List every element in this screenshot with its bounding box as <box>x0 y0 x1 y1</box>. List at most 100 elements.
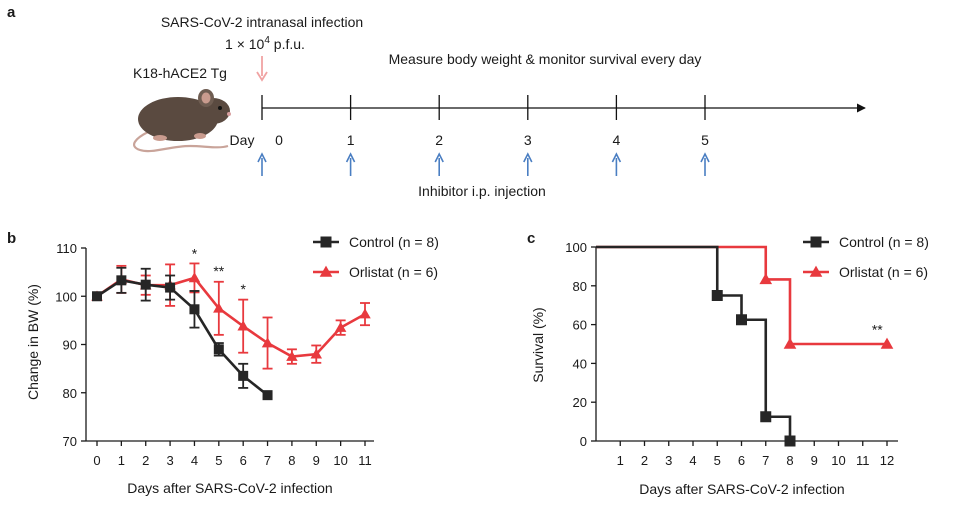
c-x-tick-label: 10 <box>831 453 845 468</box>
b-data-point <box>140 279 151 290</box>
injection-label: Inhibitor i.p. injection <box>418 183 546 199</box>
b-x-tick-label: 8 <box>288 453 295 468</box>
c-x-tick-label: 9 <box>811 453 818 468</box>
b-ylabel: Change in BW (%) <box>25 284 41 400</box>
b-x-tick-label: 5 <box>215 453 222 468</box>
legend-marker-icon <box>320 236 332 248</box>
b-data-point <box>189 304 200 315</box>
panel-c: c Survival (%) Days after SARS-CoV-2 inf… <box>527 230 929 497</box>
injection-arrowhead-icon <box>257 152 267 163</box>
mouse-strain-label: K18-hACE2 Tg <box>133 65 227 81</box>
c-data-point <box>784 435 796 447</box>
legend-series-name: Orlistat <box>839 264 887 280</box>
c-data-point <box>880 337 894 349</box>
panel-c-label: c <box>527 230 535 247</box>
panel-a-label: a <box>7 4 16 21</box>
timeline-day-prefix: Day <box>230 132 255 148</box>
b-x-tick-label: 2 <box>142 453 149 468</box>
b-y-tick-label: 80 <box>63 386 77 401</box>
c-data-point <box>711 290 723 301</box>
legend-label: Orlistat (n = 6) <box>349 264 438 280</box>
injection-arrowhead-icon <box>523 152 533 163</box>
c-y-tick-label: 80 <box>573 279 587 294</box>
legend-series-name: Control <box>349 234 398 250</box>
mouse-icon <box>133 89 231 153</box>
b-x-tick-label: 7 <box>264 453 271 468</box>
c-xlabel: Days after SARS-CoV-2 infection <box>639 481 844 497</box>
c-legend: Control (n = 8) Orlistat (n = 6) <box>803 234 929 280</box>
legend-marker-icon <box>810 236 822 248</box>
c-x-tick-label: 2 <box>641 453 648 468</box>
c-x-tick-label: 3 <box>665 453 672 468</box>
b-data-point <box>261 337 274 348</box>
c-data-point <box>760 411 772 423</box>
timeline-day-label: 2 <box>435 132 443 148</box>
b-y-tick-label: 110 <box>56 241 77 256</box>
b-x-tick-label: 9 <box>313 453 320 468</box>
c-x-tick-label: 12 <box>880 453 894 468</box>
b-xlabel: Days after SARS-CoV-2 infection <box>127 480 332 496</box>
b-series-control <box>92 266 273 401</box>
b-significance-label: * <box>240 281 246 297</box>
b-y-tick-label: 100 <box>55 289 77 304</box>
b-data-point <box>310 348 323 359</box>
legend-marker-icon <box>319 265 333 277</box>
b-significance-label: ** <box>213 263 224 279</box>
c-survival-step-line <box>596 245 887 346</box>
c-x-tick-label: 8 <box>786 453 793 468</box>
b-data-point <box>165 282 176 293</box>
b-x-tick-label: 6 <box>240 453 247 468</box>
dose-label: 1 × 104 p.f.u. <box>225 35 305 52</box>
b-x-tick-label: 4 <box>191 453 198 468</box>
legend-series-name: Orlistat <box>349 264 397 280</box>
b-data-point <box>334 321 347 332</box>
c-data-point <box>759 273 773 285</box>
panel-b: b Change in BW (%) Days after SARS-CoV-2… <box>7 230 439 496</box>
c-data-point <box>736 314 747 326</box>
infection-label: SARS-CoV-2 intranasal infection <box>161 14 363 30</box>
b-x-tick-label: 11 <box>358 453 372 468</box>
c-series-control <box>596 245 796 447</box>
b-series-orlistat <box>91 262 371 370</box>
c-y-tick-label: 100 <box>565 240 587 255</box>
c-y-tick-label: 0 <box>580 434 587 449</box>
legend-label: Control (n = 8) <box>839 234 929 250</box>
c-x-tick-label: 1 <box>617 453 624 468</box>
b-data-point <box>116 275 127 286</box>
b-data-point <box>188 272 201 283</box>
b-legend: Control (n = 8) Orlistat (n = 6) <box>313 234 439 280</box>
c-x-tick-label: 4 <box>689 453 696 468</box>
timeline-day-label: 3 <box>524 132 532 148</box>
b-y-tick-label: 90 <box>63 338 77 353</box>
timeline-day-label: 0 <box>275 132 283 148</box>
c-y-tick-label: 40 <box>573 356 587 371</box>
legend-marker-icon <box>809 265 823 277</box>
timeline-ticks: Day 0 1 2 3 4 5 <box>230 95 710 176</box>
timeline-day-label: 5 <box>701 132 709 148</box>
b-data-point <box>213 302 225 313</box>
legend-n-label: (n = 8) <box>888 234 929 250</box>
c-x-tick-label: 7 <box>762 453 769 468</box>
measure-label: Measure body weight & monitor survival e… <box>389 51 702 67</box>
b-x-tick-label: 0 <box>93 453 100 468</box>
c-x-tick-label: 11 <box>856 453 870 468</box>
legend-label: Orlistat (n = 6) <box>839 264 928 280</box>
b-data-point <box>286 350 298 361</box>
c-x-tick-label: 5 <box>714 453 721 468</box>
c-x-tick-label: 6 <box>738 453 745 468</box>
b-data-point <box>359 308 371 319</box>
c-ylabel: Survival (%) <box>530 307 546 382</box>
legend-series-name: Control <box>839 234 888 250</box>
b-significance-label: * <box>192 246 198 262</box>
injection-arrowhead-icon <box>700 152 710 163</box>
b-data-point <box>238 370 249 381</box>
b-x-tick-label: 1 <box>118 453 125 468</box>
b-data-point <box>262 390 273 401</box>
b-x-tick-label: 3 <box>166 453 173 468</box>
injection-arrowhead-icon <box>611 152 622 163</box>
dose-prefix: 1 × 10 <box>225 36 265 52</box>
legend-n-label: (n = 8) <box>398 234 439 250</box>
b-axes: 70 80 90 100 110 0 1 2 3 4 5 6 7 8 9 10 11 <box>55 241 374 468</box>
